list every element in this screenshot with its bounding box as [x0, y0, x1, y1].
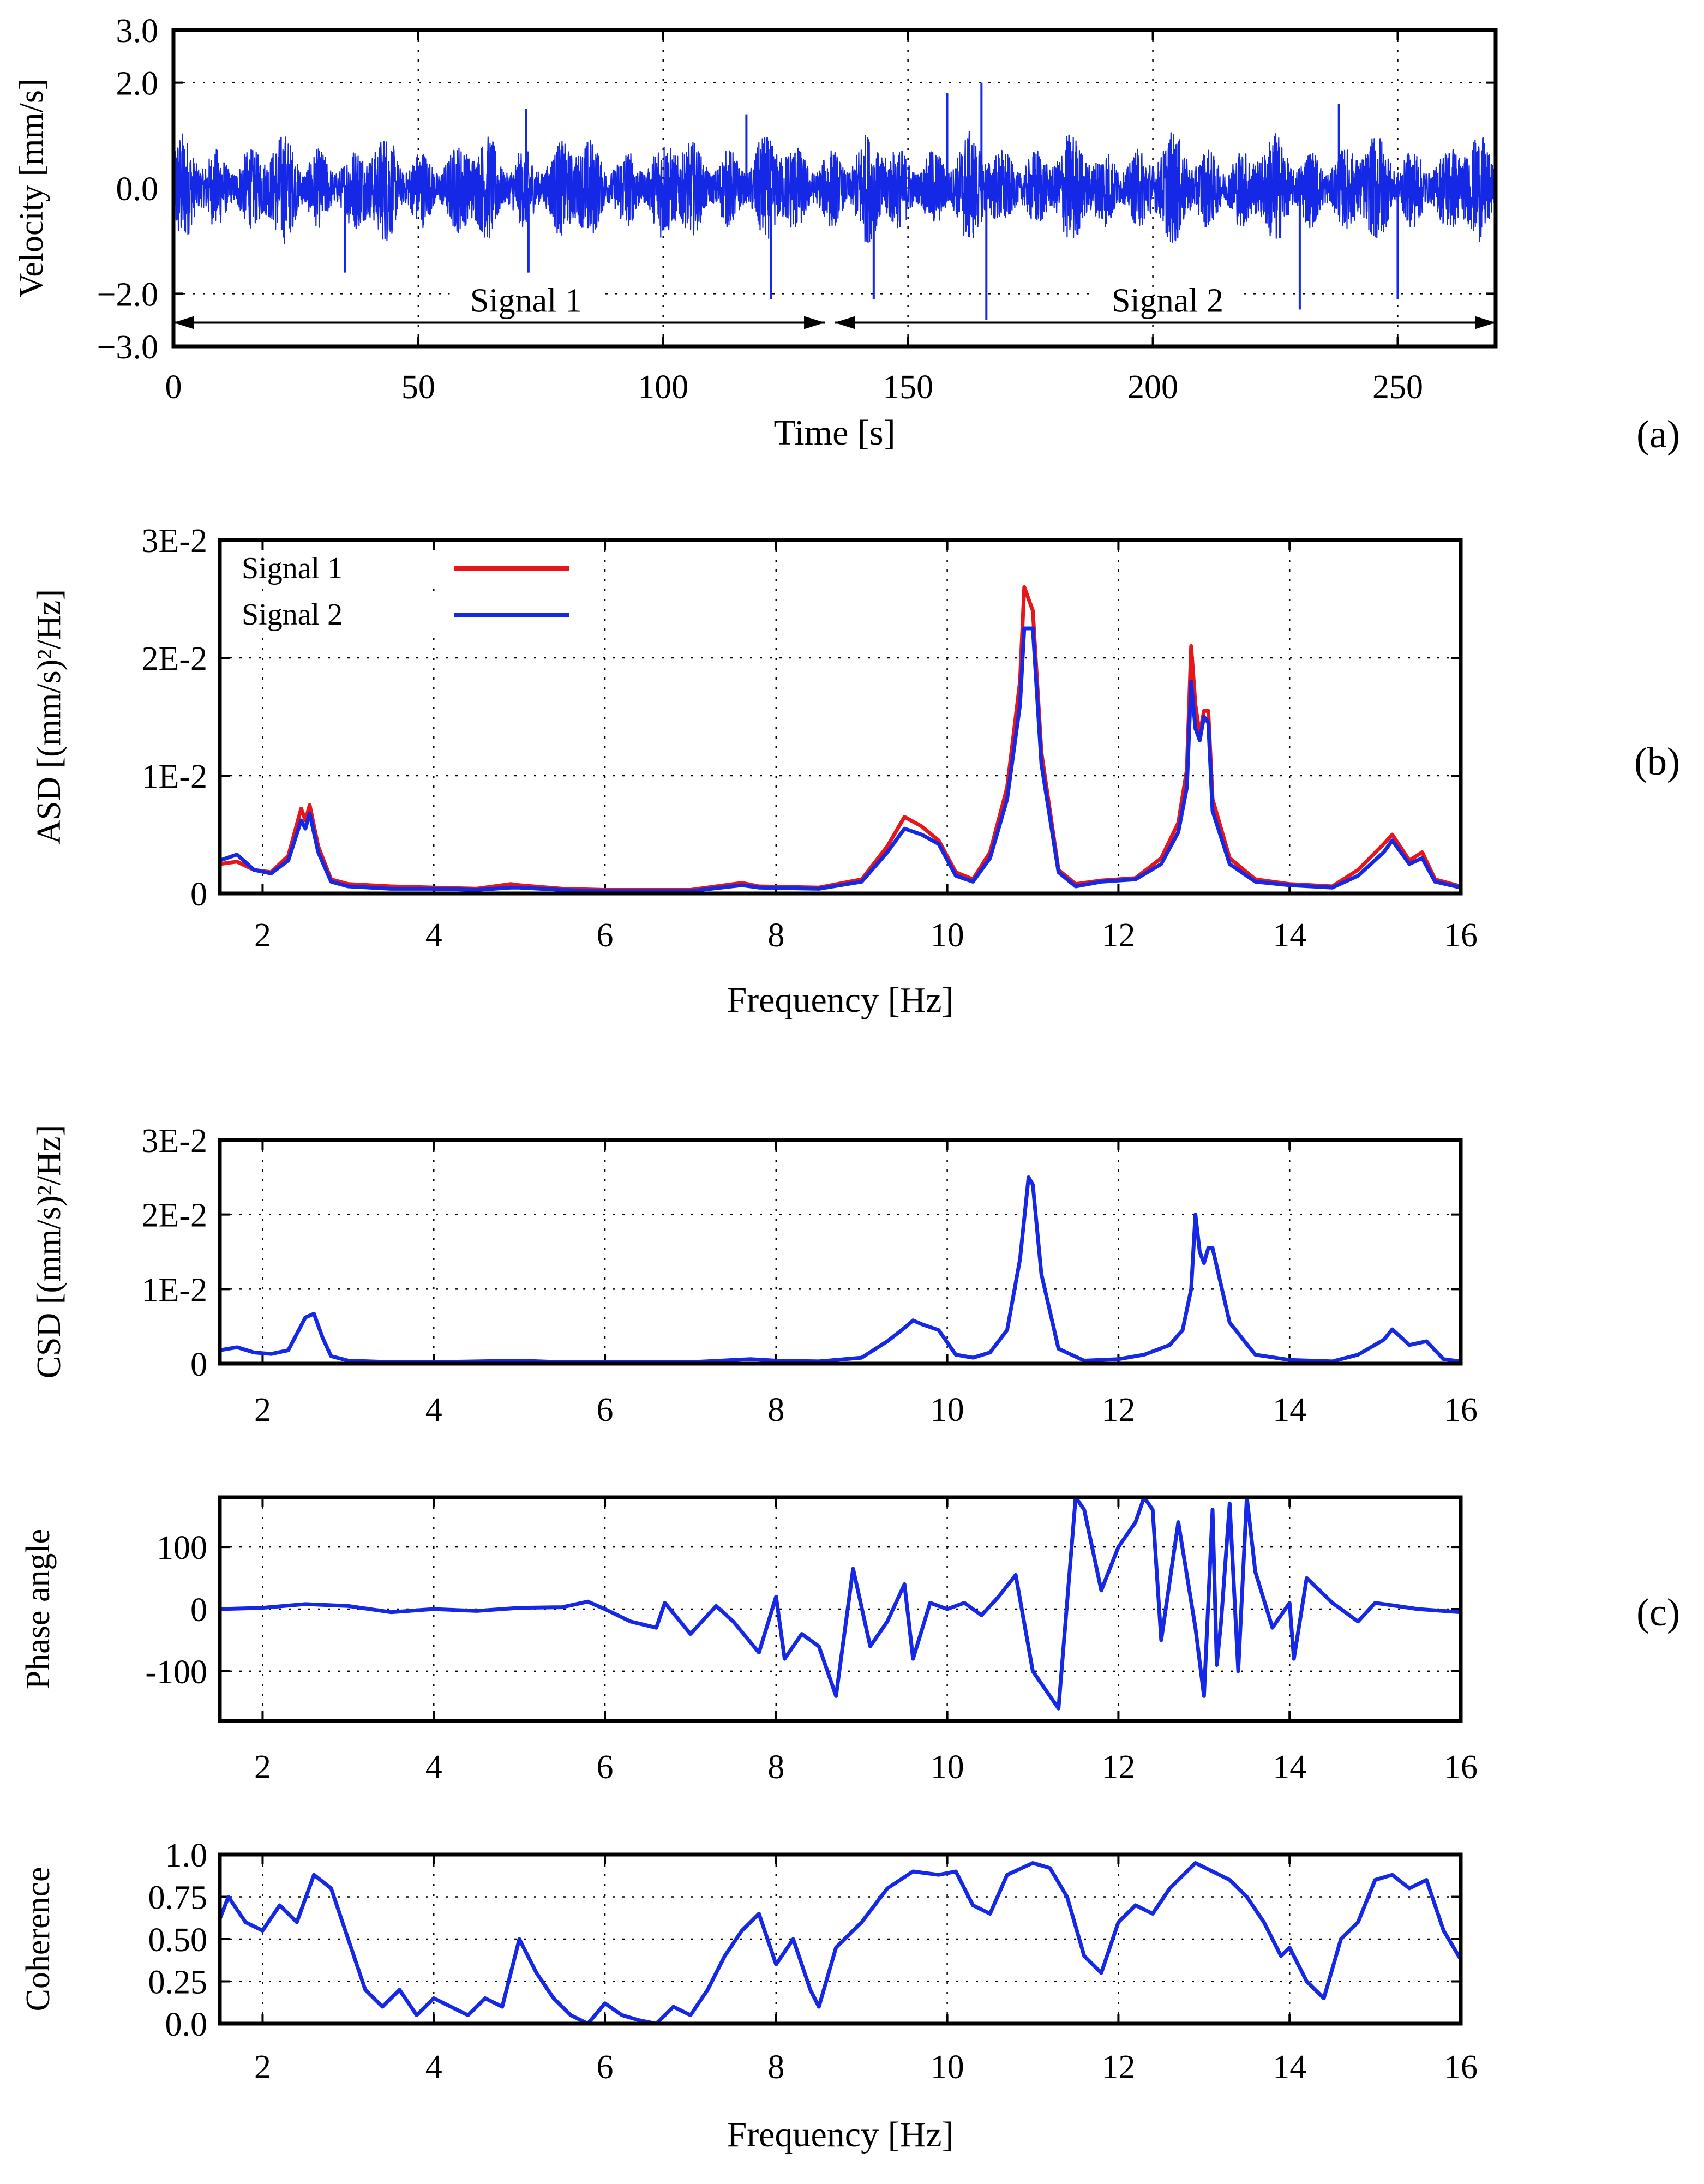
x-tick-label: 100: [638, 369, 688, 406]
panel-label-b: (b): [1634, 740, 1680, 783]
x-tick-label: 16: [1444, 1391, 1478, 1429]
x-tick-label: 10: [931, 1749, 964, 1786]
x-axis-label: Frequency [Hz]: [727, 2115, 954, 2155]
y-tick-label: 2E-2: [141, 640, 207, 677]
arrow-head-left: [835, 316, 855, 329]
annotation-bg: [449, 289, 603, 317]
x-tick-label: 50: [401, 369, 435, 406]
y-tick-label: 0: [190, 876, 207, 913]
x-axis-label: Frequency [Hz]: [727, 980, 954, 1020]
y-axis-label: Coherence: [20, 1867, 57, 2011]
y-tick-label: 3E-2: [141, 523, 207, 560]
x-axis-label: Time [s]: [773, 413, 895, 453]
arrow-head-right: [804, 316, 825, 329]
x-tick-label: 8: [767, 2049, 784, 2086]
x-tick-label: 4: [425, 917, 442, 954]
y-tick-label: 2E-2: [141, 1197, 207, 1234]
annotation-bg: [1091, 289, 1244, 317]
x-tick-label: 2: [254, 1749, 271, 1786]
series-line-signal-2: [220, 626, 1461, 893]
arrow-head-left: [173, 316, 194, 329]
velocity-trace: [173, 131, 1496, 245]
y-tick-label: -100: [145, 1654, 207, 1691]
x-tick-label: 0: [165, 369, 182, 406]
x-tick-label: 14: [1273, 1391, 1306, 1429]
plot-frame: [171, 28, 1498, 349]
y-tick-label: 0.25: [148, 1964, 208, 2001]
y-axis-label: Phase angle: [20, 1529, 57, 1689]
arrow-head-right: [1475, 316, 1496, 329]
x-tick-label: 16: [1444, 2049, 1478, 2086]
y-tick-label: 3.0: [116, 13, 159, 50]
x-tick-label: 14: [1273, 2049, 1306, 2086]
legend-label: Signal 1: [242, 551, 343, 585]
plot-frame: [218, 1852, 1463, 2026]
y-axis-label: ASD [(mm/s)²/Hz]: [31, 589, 68, 844]
x-tick-label: 200: [1127, 369, 1178, 406]
x-tick-label: 250: [1372, 369, 1423, 406]
asd-chart: 2 4 6 8 10 12 14 16 0 1E-2 2E-2 3E-2 Frequency [Hz] A…: [31, 523, 1478, 1020]
x-tick-label: 4: [425, 1391, 442, 1429]
plot-frame: [218, 1495, 1463, 1723]
x-tick-label: 12: [1101, 917, 1135, 954]
y-axis-label: Velocity [mm/s]: [13, 79, 50, 297]
x-tick-label: 6: [597, 917, 614, 954]
x-tick-label: 4: [425, 1749, 442, 1786]
x-tick-label: 10: [931, 2049, 964, 2086]
y-tick-label: 1E-2: [141, 1271, 207, 1309]
y-tick-label: −3.0: [97, 329, 158, 366]
x-tick-label: 8: [767, 917, 784, 954]
x-tick-label: 12: [1101, 1749, 1135, 1786]
y-tick-label: 0.75: [148, 1880, 208, 1917]
x-tick-label: 14: [1273, 917, 1306, 954]
y-axis-label: CSD [(mm/s)²/Hz]: [31, 1125, 68, 1379]
velocity-chart: 0 50 100 150 200 250 −3.0 −2.0 0.0 2.0 3.0 Time [s]…: [13, 13, 1498, 453]
x-tick-label: 2: [254, 2049, 271, 2086]
x-tick-label: 8: [767, 1749, 784, 1786]
x-tick-label: 6: [597, 1749, 614, 1786]
x-tick-label: 2: [254, 917, 271, 954]
y-tick-label: 0.0: [165, 2006, 208, 2043]
y-tick-label: 1E-2: [141, 758, 207, 795]
y-tick-label: 0.0: [116, 171, 159, 208]
x-tick-label: 16: [1444, 1749, 1478, 1786]
series-line-csd: [220, 1175, 1461, 1364]
phase-chart: 2 4 6 8 10 12 14 16 -100 0 100 Phase angle: [20, 1495, 1478, 1786]
series-line-phase-angle: [220, 1497, 1461, 1711]
coherence-chart: 2 4 6 8 10 12 14 16 0.0 0.25 0.50 0.75 1.0 Frequency …: [20, 1837, 1478, 2155]
y-tick-label: 2.0: [116, 65, 159, 103]
y-tick-label: 100: [157, 1529, 207, 1567]
legend-label: Signal 2: [242, 598, 343, 632]
plot-frame: [218, 538, 1463, 896]
signal-annotation: Signal 2: [1112, 283, 1223, 320]
panel-label-a: (a): [1636, 412, 1680, 456]
csd-chart: 2 4 6 8 10 12 14 16 0 1E-2 2E-2 3E-2 CSD [(mm/s)²/Hz…: [31, 1123, 1478, 1429]
signal-annotation: Signal 1: [470, 283, 582, 320]
x-tick-label: 6: [597, 1391, 614, 1429]
y-tick-label: 1.0: [165, 1837, 208, 1874]
y-tick-label: −2.0: [97, 276, 158, 313]
x-tick-label: 8: [767, 1391, 784, 1429]
series-line-coherence: [220, 1861, 1461, 2024]
x-tick-label: 10: [931, 917, 964, 954]
y-tick-label: 0: [190, 1592, 207, 1629]
x-tick-label: 10: [931, 1391, 964, 1429]
x-tick-label: 12: [1101, 1391, 1135, 1429]
panel-label-c: (c): [1636, 1591, 1680, 1634]
x-tick-label: 150: [883, 369, 933, 406]
y-tick-label: 0: [190, 1346, 207, 1383]
x-tick-label: 2: [254, 1391, 271, 1429]
y-tick-label: 0.50: [148, 1922, 208, 1959]
y-tick-label: 3E-2: [141, 1123, 207, 1160]
x-tick-label: 6: [597, 2049, 614, 2086]
x-tick-label: 12: [1101, 2049, 1135, 2086]
x-tick-label: 4: [425, 2049, 442, 2086]
x-tick-label: 16: [1444, 917, 1478, 954]
x-tick-label: 14: [1273, 1749, 1306, 1786]
plot-frame: [218, 1138, 1463, 1366]
